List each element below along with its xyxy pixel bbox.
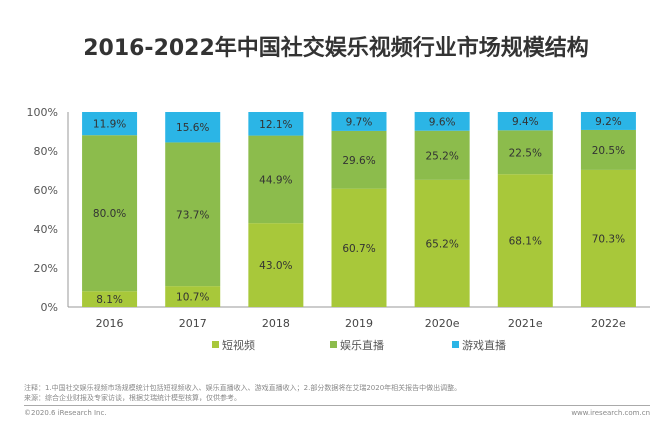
data-label: 29.6% bbox=[342, 155, 375, 167]
data-label: 22.5% bbox=[509, 147, 542, 159]
bar-segment bbox=[331, 112, 387, 131]
y-tick-label: 20% bbox=[34, 262, 58, 275]
legend-label: 短视频 bbox=[222, 338, 255, 352]
data-label: 43.0% bbox=[259, 260, 292, 272]
bar-segment bbox=[497, 130, 553, 175]
legend-swatch bbox=[452, 341, 459, 348]
source-text: 来源：综合企业财报及专家访谈，根据艾瑞统计模型核算，仅供参考。 bbox=[24, 394, 241, 402]
data-label: 15.6% bbox=[176, 122, 209, 134]
data-label: 11.9% bbox=[93, 119, 126, 131]
data-label: 25.2% bbox=[425, 150, 458, 162]
data-label: 60.7% bbox=[342, 243, 375, 255]
bar-segment bbox=[82, 291, 138, 307]
bar-segment bbox=[82, 112, 138, 136]
legend-swatch bbox=[212, 341, 219, 348]
y-tick-label: 40% bbox=[34, 223, 58, 236]
bar-segment bbox=[497, 112, 553, 131]
y-tick-label: 80% bbox=[34, 145, 58, 158]
data-label: 8.1% bbox=[96, 294, 123, 306]
bar-segment bbox=[248, 223, 304, 307]
data-label: 9.4% bbox=[512, 116, 539, 128]
bar-segment bbox=[414, 179, 470, 307]
divider bbox=[24, 405, 650, 406]
website-url: www.iresearch.com.cn bbox=[571, 409, 650, 417]
bar-segment bbox=[580, 129, 636, 170]
data-label: 10.7% bbox=[176, 292, 209, 304]
data-label: 65.2% bbox=[425, 238, 458, 250]
bar-segment bbox=[82, 135, 138, 292]
bar-segment bbox=[331, 188, 387, 307]
legend-swatch bbox=[330, 341, 337, 348]
bar-segment bbox=[165, 142, 221, 287]
x-tick-label: 2016 bbox=[96, 317, 124, 330]
y-tick-label: 100% bbox=[27, 106, 58, 119]
legend-label: 娱乐直播 bbox=[340, 338, 384, 352]
note-text: 注释：1.中国社交娱乐视频市场规模统计包括短视频收入、娱乐直播收入、游戏直播收入… bbox=[24, 384, 462, 392]
chart-title: 2016-2022年中国社交娱乐视频行业市场规模结构 bbox=[83, 36, 589, 61]
data-label: 9.6% bbox=[429, 116, 456, 128]
data-label: 44.9% bbox=[259, 174, 292, 186]
data-label: 9.7% bbox=[346, 116, 373, 128]
data-label: 70.3% bbox=[592, 233, 625, 245]
y-tick-label: 60% bbox=[34, 184, 58, 197]
data-label: 20.5% bbox=[592, 145, 625, 157]
bar-segment bbox=[580, 112, 636, 130]
bar-segment bbox=[248, 135, 304, 224]
data-label: 73.7% bbox=[176, 209, 209, 221]
data-label: 9.2% bbox=[595, 116, 622, 128]
bar-segment bbox=[497, 174, 553, 307]
bar-segment bbox=[580, 169, 636, 307]
data-label: 68.1% bbox=[509, 236, 542, 248]
copyright: ©2020.6 iResearch Inc. bbox=[24, 409, 107, 417]
bar-segment bbox=[165, 286, 221, 307]
x-tick-label: 2019 bbox=[345, 317, 373, 330]
x-tick-label: 2022e bbox=[591, 317, 626, 330]
footnotes: 注释：1.中国社交娱乐视频市场规模统计包括短视频收入、娱乐直播收入、游戏直播收入… bbox=[24, 383, 461, 403]
bar-segment bbox=[331, 130, 387, 189]
bar-segment bbox=[165, 112, 221, 143]
x-tick-label: 2018 bbox=[262, 317, 290, 330]
y-tick-label: 0% bbox=[41, 301, 58, 314]
data-label: 12.1% bbox=[259, 119, 292, 131]
bar-segment bbox=[414, 130, 470, 180]
bar-segment bbox=[414, 112, 470, 131]
x-tick-label: 2020e bbox=[425, 317, 460, 330]
data-label: 80.0% bbox=[93, 208, 126, 220]
bar-segment bbox=[248, 112, 304, 136]
legend-label: 游戏直播 bbox=[462, 338, 506, 352]
x-tick-label: 2021e bbox=[508, 317, 543, 330]
x-tick-label: 2017 bbox=[179, 317, 207, 330]
